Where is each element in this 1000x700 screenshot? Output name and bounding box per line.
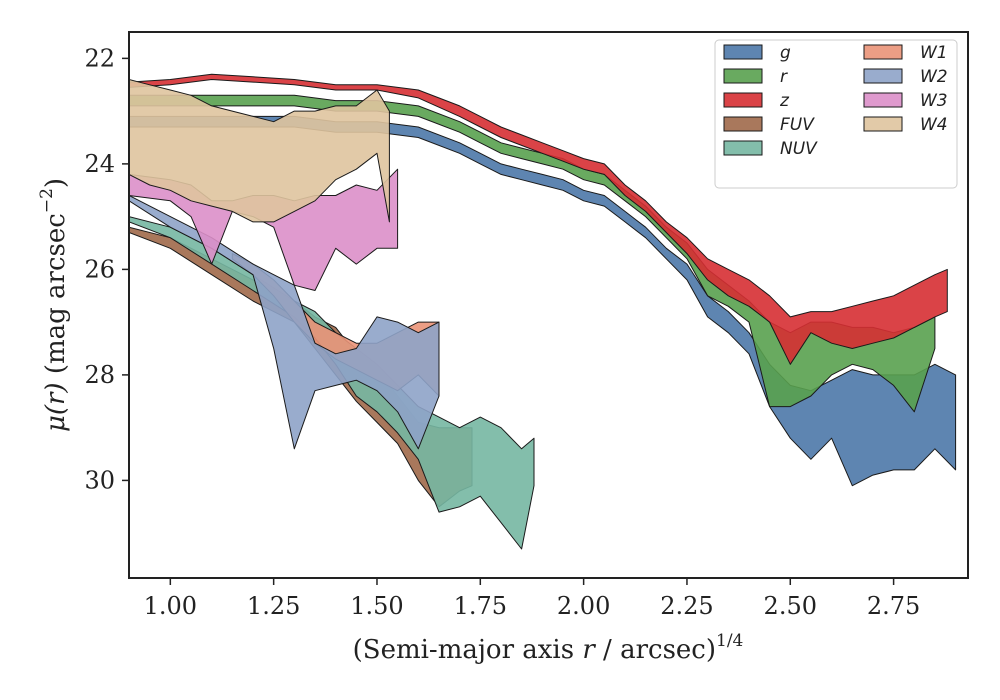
x-tick-label: 1.50 [350,592,403,620]
legend-swatch-nuv [723,140,763,156]
legend-label-w1: W1 [920,43,948,63]
y-tick-label: 30 [84,466,115,494]
x-tick-label: 2.50 [764,592,817,620]
x-tick-label: 2.75 [867,592,920,620]
legend-label-w2: W2 [920,67,948,87]
plot-areas [129,73,957,550]
y-axis: 22 24 26 28 30 [84,44,129,494]
legend-swatch-w2 [863,68,903,84]
legend-label-nuv: NUV [780,139,818,159]
x-tick-label: 2.00 [557,592,610,620]
x-tick-label: 2.25 [660,592,713,620]
legend-swatch-r [723,68,763,84]
legend-label-z: z [779,91,790,111]
legend-swatch-g [723,44,763,60]
legend-swatch-w1 [863,44,903,60]
y-tick-label: 24 [84,150,115,178]
band-w2 [129,195,440,450]
x-axis: 1.00 1.25 1.50 1.75 2.00 2.25 2.50 2.75 [144,578,920,620]
legend-label-w4: W4 [920,115,948,135]
legend-swatch-fuv [723,116,763,132]
band-z [129,73,948,365]
y-tick-label: 22 [84,44,115,72]
x-tick-label: 1.75 [454,592,507,620]
band-r [129,94,936,413]
band-g [129,115,957,487]
legend-label-w3: W3 [920,91,948,111]
legend-swatch-w4 [863,116,903,132]
legend: grz FUV NUV W1 W2 W3 W4 [714,39,958,189]
y-tick-label: 28 [84,361,115,389]
legend-label-g: g [780,43,791,63]
y-tick-label: 26 [84,255,115,283]
legend-swatch-z [723,92,763,108]
x-tick-label: 1.25 [247,592,300,620]
x-tick-label: 1.00 [144,592,197,620]
x-axis-label: (Semi-major axis r / arcsec)1/4 [353,631,744,665]
y-axis-label: μ(r) (mag arcsec−2) [37,178,71,432]
legend-label-fuv: FUV [780,115,815,135]
band-w4 [129,79,390,223]
legend-swatch-w3 [863,92,903,108]
legend-label-r: r [780,67,788,87]
plot-frame [128,31,969,579]
